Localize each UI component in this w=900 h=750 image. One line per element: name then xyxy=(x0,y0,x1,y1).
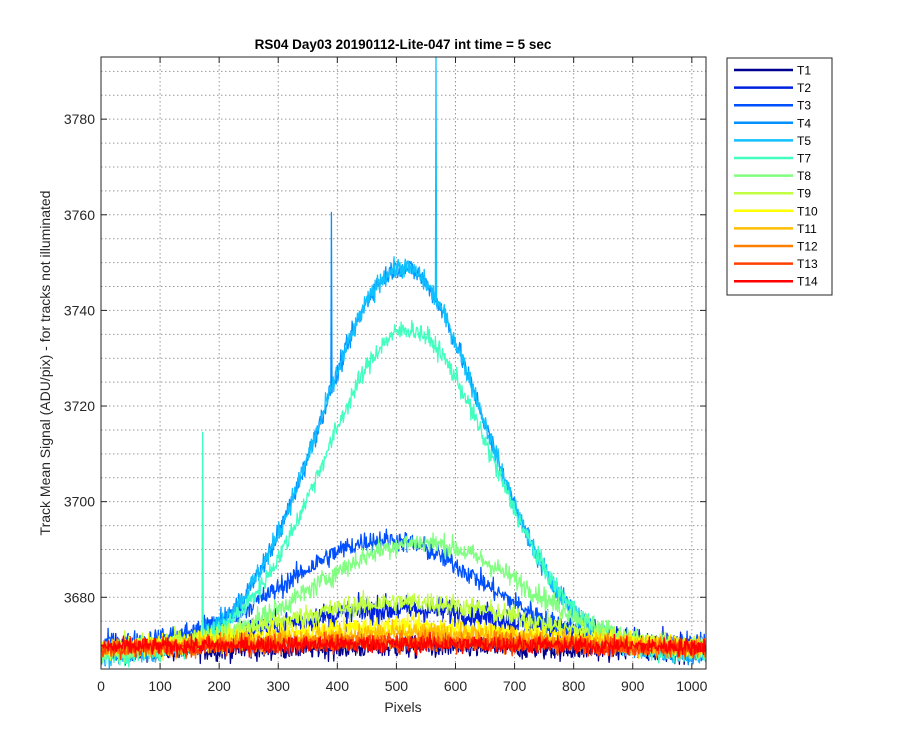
y-tick-label: 3700 xyxy=(64,494,95,510)
x-tick-label: 800 xyxy=(562,678,586,694)
x-tick-label: 400 xyxy=(326,678,350,694)
series-group xyxy=(100,56,707,669)
legend-label-t11: T11 xyxy=(797,222,817,236)
legend-label-t4: T4 xyxy=(797,116,811,130)
plot-area xyxy=(101,57,706,669)
legend: T1 T2 T3 T4 T5 T7 T8 T9 T10 T11 T12 T13 T14 xyxy=(726,57,833,296)
axis-ticks: 0 100 200 300 400 500 600 700 800 900 1000 3680 3700… xyxy=(64,57,708,694)
x-tick-label: 900 xyxy=(621,678,645,694)
y-tick-label: 3740 xyxy=(64,302,95,318)
legend-label-t10: T10 xyxy=(797,204,818,218)
x-tick-label: 500 xyxy=(385,678,409,694)
legend-label-t14: T14 xyxy=(797,275,818,289)
legend-label-t3: T3 xyxy=(797,99,811,113)
legend-label-t1: T1 xyxy=(797,64,811,78)
y-tick-label: 3780 xyxy=(64,111,95,127)
x-tick-label: 600 xyxy=(444,678,468,694)
x-tick-label: 700 xyxy=(503,678,527,694)
y-tick-label: 3720 xyxy=(64,398,95,414)
y-axis-label: Track Mean Signal (ADU/pix) - for tracks… xyxy=(37,191,53,536)
x-tick-label: 300 xyxy=(267,678,291,694)
x-tick-label: 1000 xyxy=(676,678,707,694)
x-axis-label: Pixels xyxy=(384,699,421,715)
x-tick-label: 0 xyxy=(97,678,105,694)
legend-label-t13: T13 xyxy=(797,257,818,271)
legend-label-t8: T8 xyxy=(797,169,811,183)
legend-label-t5: T5 xyxy=(797,134,811,148)
chart-title: RS04 Day03 20190112-Lite-047 int time = … xyxy=(255,37,552,52)
legend-label-t9: T9 xyxy=(797,187,811,201)
plot-frame xyxy=(100,56,707,670)
x-tick-label: 100 xyxy=(148,678,172,694)
legend-label-t7: T7 xyxy=(797,152,811,166)
y-tick-label: 3760 xyxy=(64,207,95,223)
y-tick-label: 3680 xyxy=(64,589,95,605)
x-tick-label: 200 xyxy=(207,678,231,694)
legend-label-t2: T2 xyxy=(797,81,811,95)
series-line-t14 xyxy=(100,631,707,658)
legend-label-t12: T12 xyxy=(797,240,818,254)
